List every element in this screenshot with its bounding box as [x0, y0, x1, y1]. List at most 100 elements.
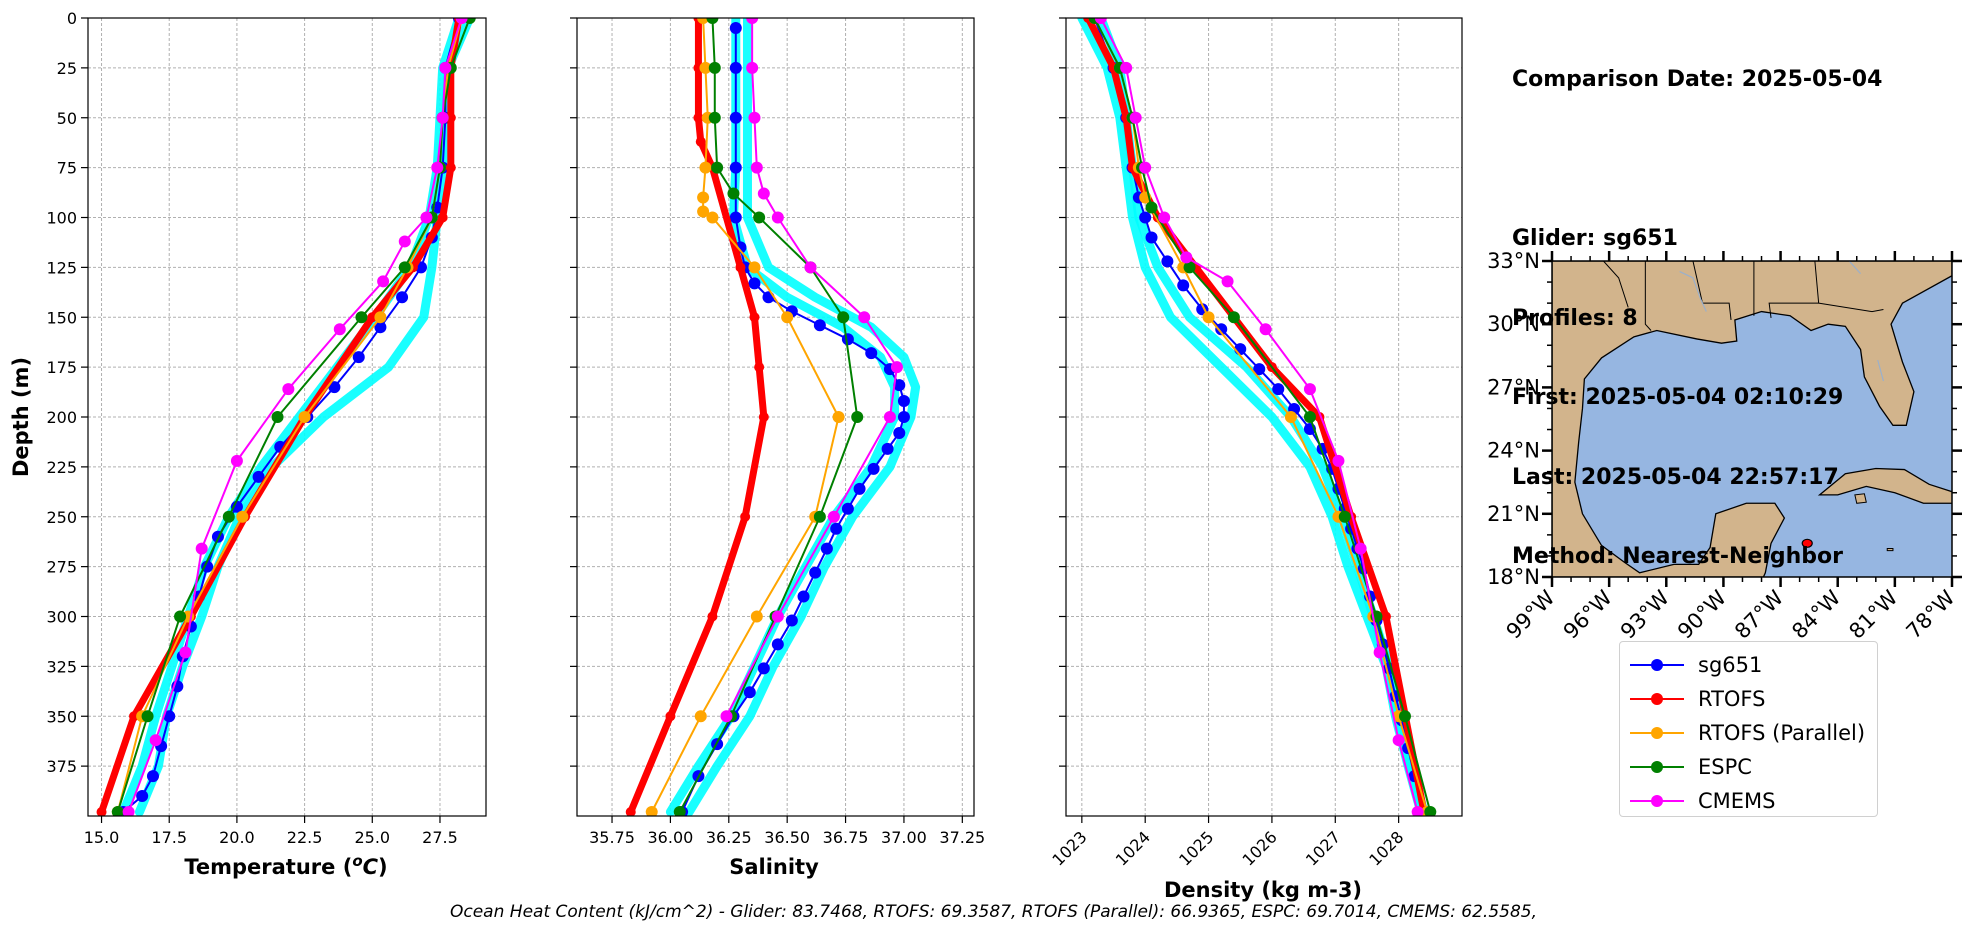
data-point	[729, 61, 742, 74]
data-point	[1424, 806, 1437, 816]
x-tick-label: 20.0	[219, 828, 255, 847]
data-point	[1303, 411, 1316, 423]
data-point	[1180, 251, 1193, 264]
data-point	[1129, 111, 1142, 124]
data-point	[813, 510, 826, 523]
data-point	[729, 211, 742, 224]
x-tick-label: 36.25	[706, 828, 752, 847]
data-point	[230, 454, 243, 467]
map-frame	[1551, 260, 1953, 578]
data-point	[695, 136, 706, 147]
series-line-cmems	[127, 18, 463, 813]
data-point	[420, 211, 433, 224]
plot-area	[96, 18, 476, 816]
data-point	[1094, 18, 1107, 24]
y-axis-label: Depth (m)	[9, 357, 33, 477]
y-tick-label: 275	[46, 558, 77, 577]
data-point	[431, 161, 444, 174]
map-lat-label: 24°N	[1487, 439, 1540, 463]
data-point	[377, 275, 390, 288]
data-point	[890, 361, 903, 374]
data-point	[865, 347, 878, 360]
data-point	[750, 610, 763, 623]
density-panel: 1023 1024 1025 1026 1027 1028	[1048, 17, 1463, 870]
data-point	[757, 187, 770, 200]
data-point	[893, 426, 906, 439]
data-point	[355, 311, 368, 324]
y-tick-label: 50	[57, 109, 77, 128]
y-tick-label: 300	[46, 608, 77, 627]
land-cuba	[1817, 467, 1952, 504]
info-block: Comparison Date: 2025-05-04 Glider: sg65…	[1512, 14, 1882, 597]
legend-label: sg651	[1698, 653, 1763, 677]
river	[1679, 270, 1707, 312]
x-tick-label: 25.0	[354, 828, 390, 847]
data-point	[740, 511, 751, 522]
data-point	[746, 61, 759, 74]
data-point	[1158, 211, 1171, 224]
data-point	[697, 191, 710, 204]
data-point	[693, 112, 704, 123]
data-point	[729, 161, 742, 174]
data-point	[893, 379, 906, 392]
data-point	[781, 311, 794, 324]
x-tick-label: 22.5	[287, 828, 323, 847]
x-tick-label: 36.00	[648, 828, 694, 847]
legend-swatch	[1630, 795, 1684, 807]
y-tick-label: 225	[46, 458, 77, 477]
data-point	[694, 710, 707, 723]
state-border	[1644, 261, 1652, 331]
data-point	[699, 161, 712, 174]
land-mainland	[1552, 261, 1952, 577]
y-tick-label: 75	[57, 159, 77, 178]
series-line-rtofs-parallel-	[1093, 18, 1429, 813]
y-tick-label: 175	[46, 358, 77, 377]
data-point	[785, 614, 798, 627]
data-point	[748, 277, 761, 290]
data-point	[374, 321, 387, 334]
x-tick-label: 1025	[1175, 827, 1217, 869]
data-point	[1145, 201, 1158, 214]
data-point	[163, 710, 176, 723]
data-point	[706, 211, 719, 224]
legend-label: RTOFS	[1698, 687, 1766, 711]
temperature-axis-label: Temperature (oC)	[184, 852, 387, 879]
data-point	[841, 502, 854, 515]
data-point	[252, 470, 265, 483]
data-point	[398, 261, 411, 274]
data-point	[437, 212, 448, 223]
data-point	[708, 61, 721, 74]
data-point	[396, 291, 409, 304]
data-point	[757, 662, 770, 675]
data-point	[1221, 275, 1234, 288]
y-tick-label: 200	[46, 408, 77, 427]
data-point	[665, 711, 676, 722]
legend: sg651 RTOFS RTOFS (Parallel) ESPC CMEMS	[1619, 641, 1878, 817]
data-point	[1253, 363, 1266, 376]
x-tick-label: 1024	[1112, 827, 1154, 869]
data-point	[1161, 255, 1174, 268]
data-point	[236, 510, 249, 523]
data-point	[146, 770, 159, 783]
glider-profile	[684, 18, 921, 816]
data-point	[748, 111, 761, 124]
glider-location-marker	[1801, 538, 1813, 548]
x-tick-label: 36.50	[764, 828, 810, 847]
glider-name: Glider: sg651	[1512, 226, 1678, 251]
data-point	[122, 806, 135, 816]
data-point	[149, 734, 162, 747]
x-tick-label: 37.00	[881, 828, 927, 847]
last-profile-time: Last: 2025-05-04 22:57:17	[1512, 464, 1839, 490]
series-line-cmems	[1099, 18, 1419, 813]
data-point	[820, 542, 833, 555]
legend-swatch	[1630, 761, 1684, 773]
x-tick-label: 1026	[1239, 827, 1281, 869]
data-point	[699, 61, 712, 74]
data-point	[753, 211, 766, 224]
data-point	[851, 411, 864, 423]
x-tick-label: 17.5	[151, 828, 187, 847]
data-point	[1227, 311, 1240, 324]
data-point	[1392, 734, 1405, 747]
info-spacer	[1512, 147, 1882, 174]
data-point	[455, 18, 468, 24]
